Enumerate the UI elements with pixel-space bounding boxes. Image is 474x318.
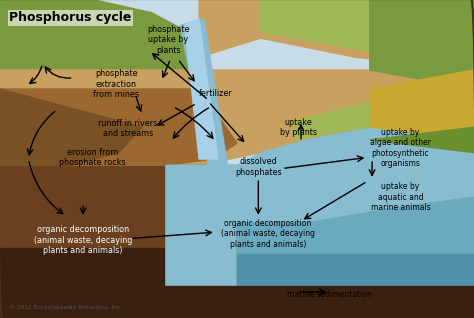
Polygon shape [0,70,474,165]
Text: uptake
by plants: uptake by plants [280,117,317,137]
Text: dissolved
phosphates: dissolved phosphates [235,157,282,177]
Text: phosphate
extraction
from mines: phosphate extraction from mines [93,69,139,99]
Polygon shape [180,19,228,165]
Polygon shape [294,102,370,140]
Polygon shape [0,165,237,318]
Text: Phosphorus cycle: Phosphorus cycle [9,11,132,24]
Text: phosphate
uptake by
plants: phosphate uptake by plants [147,25,190,55]
Text: marine sedimentation: marine sedimentation [287,290,372,299]
Text: organic decomposition
(animal waste, decaying
plants and animals): organic decomposition (animal waste, dec… [221,219,315,249]
Polygon shape [0,0,199,89]
Polygon shape [0,89,237,165]
Text: erosion from
phosphate rocks: erosion from phosphate rocks [59,148,126,167]
Polygon shape [261,0,474,57]
Text: uptake by
aquatic and
marine animals: uptake by aquatic and marine animals [371,182,430,212]
Polygon shape [0,248,237,318]
Text: uptake by
algae and other
photosynthetic
organisms: uptake by algae and other photosynthetic… [370,128,431,168]
Polygon shape [370,0,474,89]
Text: organic decomposition
(animal waste, decaying
plants and animals): organic decomposition (animal waste, dec… [34,225,132,255]
Polygon shape [199,0,474,70]
Polygon shape [370,127,474,153]
Polygon shape [237,197,474,286]
Polygon shape [185,19,218,159]
Polygon shape [237,254,474,286]
Polygon shape [0,286,474,318]
Text: runoff in rivers
and streams: runoff in rivers and streams [99,119,157,139]
Text: fertilizer: fertilizer [199,89,233,98]
Polygon shape [0,89,142,165]
Polygon shape [370,70,474,140]
Polygon shape [166,111,474,286]
Text: © 2012 Encyclopaedia Britannica, Inc.: © 2012 Encyclopaedia Britannica, Inc. [9,304,122,310]
